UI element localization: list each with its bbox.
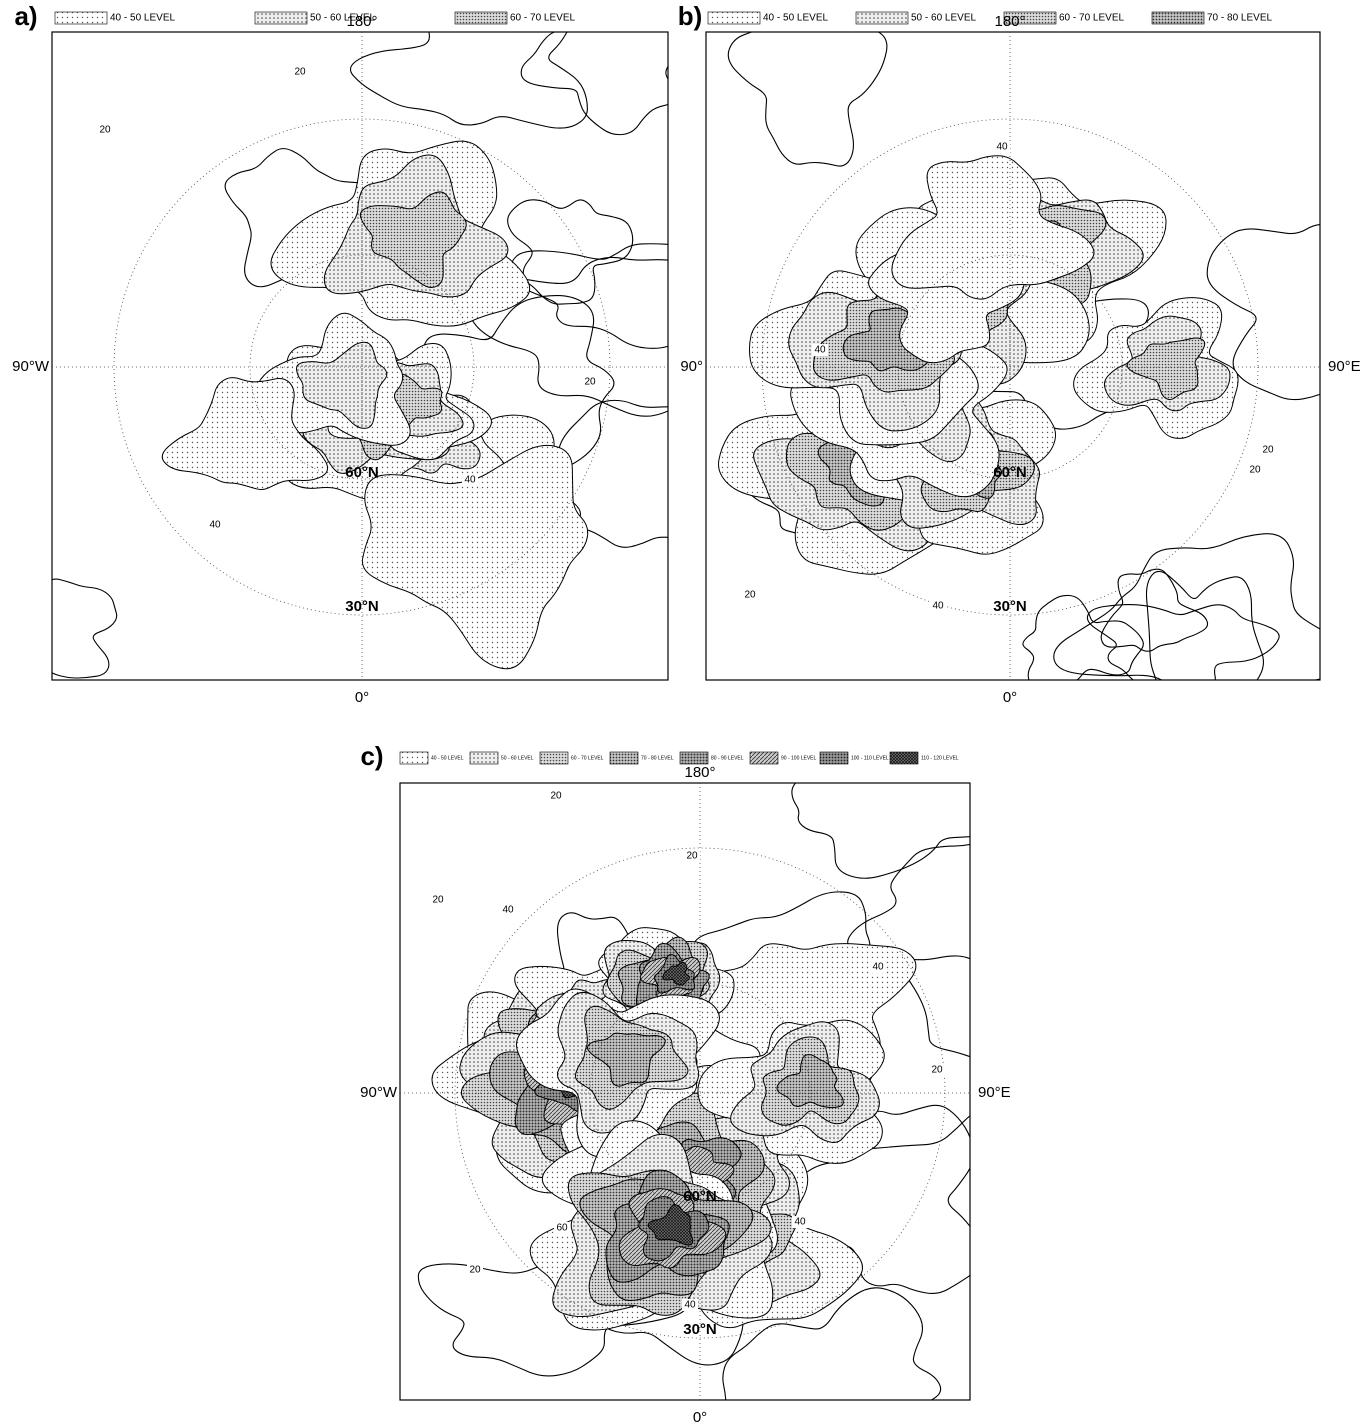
legend-swatch	[750, 752, 778, 764]
legend-label: 90 - 100 LEVEL	[781, 755, 817, 761]
latitude-label: 30°N	[683, 1321, 717, 1338]
axis-label: 90°E	[1328, 358, 1360, 375]
contour-label: 20	[584, 377, 596, 388]
latitude-label: 30°N	[993, 598, 1027, 615]
axis-label: 90°	[680, 358, 703, 375]
axis-label: 90°E	[978, 1084, 1011, 1101]
legend-label: 60 - 70 LEVEL	[1059, 13, 1124, 24]
contour-label: 20	[99, 125, 111, 136]
latitude-label: 30°N	[345, 598, 379, 615]
contour-label: 20	[432, 895, 444, 906]
contour-label: 40	[814, 345, 826, 356]
legend-swatch	[890, 752, 918, 764]
axis-label: 180°	[346, 13, 377, 30]
legend-swatch	[820, 752, 848, 764]
legend-label: 40 - 50 LEVEL	[763, 13, 828, 24]
legend-label: 50 - 60 LEVEL	[911, 13, 976, 24]
legend-swatch	[856, 12, 908, 24]
axis-label: 90°W	[12, 358, 50, 375]
legend-label: 70 - 80 LEVEL	[641, 755, 674, 761]
panel-label: b)	[678, 1, 703, 31]
axis-label: 0°	[693, 1409, 707, 1422]
contour-label: 20	[550, 791, 562, 802]
legend-swatch	[400, 752, 428, 764]
legend-swatch	[680, 752, 708, 764]
contour-label: 20	[1249, 465, 1261, 476]
map-panel: c) 40 - 50 LEVEL 50 - 60 LEVEL 60 - 70 LEVE…	[360, 741, 1086, 1422]
legend-label: 70 - 80 LEVEL	[1207, 13, 1272, 24]
legend-swatch	[255, 12, 307, 24]
contour-label: 40	[794, 1217, 806, 1228]
axis-label: 180°	[994, 13, 1025, 30]
contour-label: 40	[502, 905, 514, 916]
legend-label: 60 - 70 LEVEL	[571, 755, 604, 761]
legend-label: 40 - 50 LEVEL	[110, 13, 175, 24]
contour-label: 40	[996, 142, 1008, 153]
axis-label: 180°	[684, 764, 715, 781]
map-panel: b) 40 - 50 LEVEL 50 - 60 LEVEL 60 - 70 LEVE…	[678, 1, 1360, 791]
legend-label: 100 - 110 LEVEL	[851, 755, 889, 761]
latitude-label: 60°N	[683, 1188, 717, 1205]
latitude-label: 60°N	[993, 464, 1027, 481]
latitude-label: 60°N	[345, 464, 379, 481]
legend-label: 60 - 70 LEVEL	[510, 13, 575, 24]
axis-label: 0°	[355, 689, 369, 706]
contour-label: 40	[209, 520, 221, 531]
contour-label: 20	[294, 67, 306, 78]
contour-label: 40	[684, 1300, 696, 1311]
legend-swatch	[455, 12, 507, 24]
panel-label: c)	[360, 741, 383, 771]
legend-swatch	[540, 752, 568, 764]
legend-swatch	[55, 12, 107, 24]
legend-swatch	[1152, 12, 1204, 24]
contour-label: 20	[931, 1065, 943, 1076]
contour-label: 20	[686, 851, 698, 862]
contour-label: 20	[469, 1265, 481, 1276]
legend-swatch	[610, 752, 638, 764]
panel-label: a)	[14, 1, 37, 31]
legend-label: 110 - 120 LEVEL	[921, 755, 959, 761]
axis-label: 90°W	[360, 1084, 398, 1101]
contour-label: 20	[1262, 445, 1274, 456]
contour-label: 40	[872, 962, 884, 973]
contour-label: 40	[932, 601, 944, 612]
legend-label: 50 - 60 LEVEL	[501, 755, 534, 761]
legend-label: 80 - 90 LEVEL	[711, 755, 744, 761]
figure: a) 40 - 50 LEVEL 50 - 60 LEVEL 60 - 70 LEVE…	[0, 0, 1360, 1422]
contour-label: 20	[744, 590, 756, 601]
legend-label: 40 - 50 LEVEL	[431, 755, 464, 761]
contour-label: 60	[556, 1223, 568, 1234]
contour-label: 40	[464, 475, 476, 486]
legend-swatch	[708, 12, 760, 24]
legend-swatch	[470, 752, 498, 764]
axis-label: 0°	[1003, 689, 1017, 706]
